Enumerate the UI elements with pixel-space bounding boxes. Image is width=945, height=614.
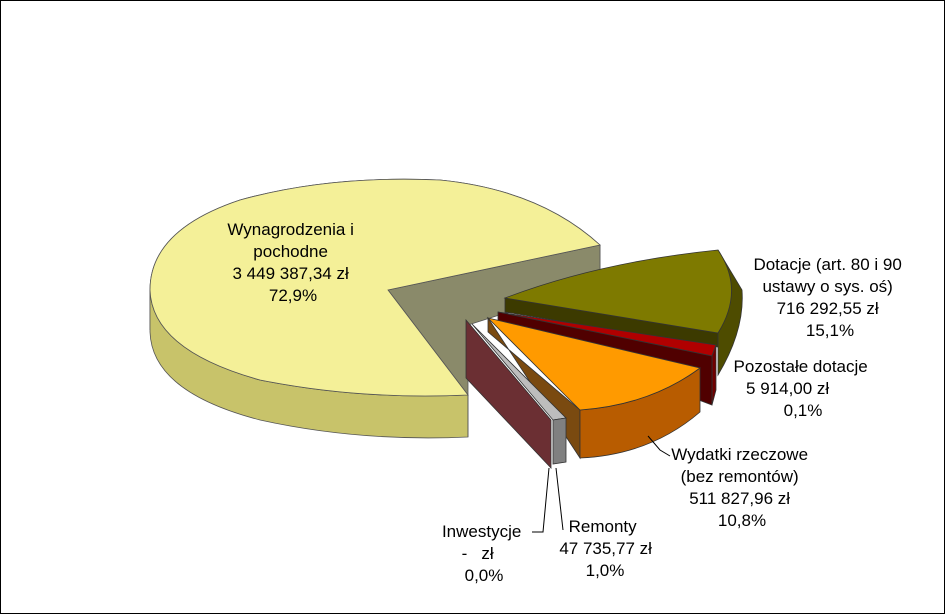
label-pozostale-dotacje: Pozostałe dotacje 5 914,00 zł 0,1%: [734, 357, 873, 420]
label-wydatki-rzeczowe-line1: Wydatki rzeczowe: [671, 445, 808, 464]
label-inwestycje-line1: Inwestycje: [442, 522, 521, 541]
label-pozostale-dotacje-percent: 0,1%: [784, 401, 823, 420]
label-inwestycje-value: - zł: [462, 544, 494, 563]
label-dotacje-value: 716 292,55 zł: [777, 299, 879, 318]
slice-pozostale-dotacje-side: [711, 344, 717, 406]
slice-remonty-side: [552, 417, 567, 465]
label-wydatki-rzeczowe-value: 511 827,96 zł: [689, 489, 790, 508]
label-pozostale-dotacje-value: 5 914,00 zł: [746, 379, 829, 398]
label-remonty-line1: Remonty: [569, 517, 638, 536]
label-dotacje-line2: ustawy o sys. oś): [762, 277, 892, 296]
label-wynagrodzenia-line1: Wynagrodzenia i: [227, 220, 353, 239]
leader-line-inwestycje: [532, 467, 550, 533]
label-wynagrodzenia-value: 3 449 387,34 zł: [233, 264, 349, 283]
label-wydatki-rzeczowe: Wydatki rzeczowe (bez remontów) 511 827,…: [671, 445, 813, 530]
label-inwestycje: Inwestycje - zł 0,0%: [442, 522, 526, 585]
label-dotacje: Dotacje (art. 80 i 90 ustawy o sys. oś) …: [753, 255, 906, 340]
label-remonty-percent: 1,0%: [586, 561, 625, 580]
label-pozostale-dotacje-line1: Pozostałe dotacje: [734, 357, 868, 376]
label-remonty-value: 47 735,77 zł: [559, 539, 652, 558]
slice-inwestycje: [465, 318, 552, 470]
label-wynagrodzenia: Wynagrodzenia i pochodne 3 449 387,34 zł…: [227, 220, 358, 305]
slice-wynagrodzenia: [149, 178, 601, 439]
leader-line-wydatki: [647, 435, 671, 457]
slice-dotacje: [503, 249, 743, 377]
slice-inwestycje-side: [465, 318, 552, 470]
label-inwestycje-percent: 0,0%: [465, 566, 504, 585]
label-remonty: Remonty 47 735,77 zł 1,0%: [559, 517, 656, 580]
leader-line-remonty: [555, 467, 564, 531]
label-wydatki-rzeczowe-line2: (bez remontów): [681, 467, 799, 486]
label-wynagrodzenia-line2: pochodne: [253, 242, 328, 261]
slice-wynagrodzenia-top: [149, 178, 601, 397]
label-dotacje-percent: 15,1%: [806, 321, 854, 340]
slice-wydatki-rzeczowe-top: [486, 317, 701, 411]
slice-remonty: [471, 323, 567, 465]
slice-dotacje-top: [503, 249, 732, 334]
label-wydatki-rzeczowe-percent: 10,8%: [718, 511, 766, 530]
label-dotacje-line1: Dotacje (art. 80 i 90: [753, 255, 901, 274]
label-wynagrodzenia-percent: 72,9%: [269, 286, 317, 305]
